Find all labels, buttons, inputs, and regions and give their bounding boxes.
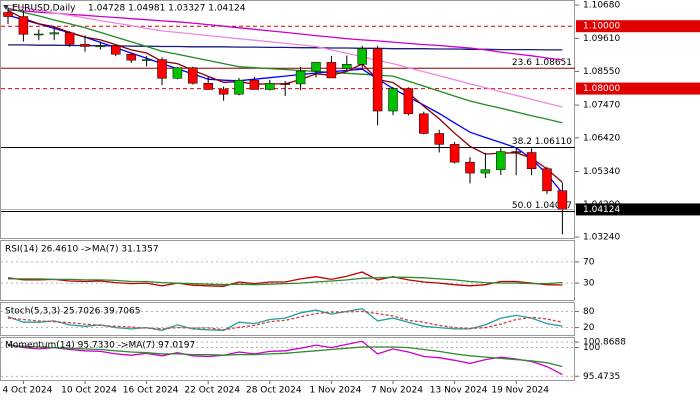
y-tick-label: 80 (583, 307, 595, 317)
indicator-line (7, 14, 563, 194)
x-tick-label: 4 Oct 2024 (2, 386, 52, 396)
rsi-panel-frame (0, 240, 575, 301)
x-tick-label: 28 Oct 2024 (246, 386, 302, 396)
candle-body (172, 67, 183, 79)
candle-body (326, 62, 337, 79)
level-label: 1.08000 (583, 84, 620, 94)
y-tick-label: 70 (583, 257, 595, 267)
candle-body (311, 62, 321, 72)
candle-body (111, 45, 121, 55)
y-tick-label: 1.06420 (583, 133, 620, 143)
level-label: 50.0 1.04057 (512, 201, 572, 211)
y-tick-label: 100 (583, 343, 600, 353)
candle-body (526, 152, 537, 169)
candle-body (157, 59, 167, 79)
candle-body (18, 16, 29, 35)
last-price-badge (576, 203, 700, 216)
candle-body (234, 79, 244, 95)
indicator-line (7, 310, 563, 331)
level-label: 38.2 1.06110 (512, 137, 572, 147)
x-tick-label: 22 Oct 2024 (184, 386, 240, 396)
candle-body (480, 169, 491, 174)
chart-subtitle: 1.04728 1.04981 1.03327 1.04124 (88, 4, 246, 14)
y-tick-label: 30 (583, 279, 595, 289)
candle-body (49, 32, 59, 35)
candle-body (218, 89, 229, 95)
candle-body (64, 32, 75, 45)
candle-body (419, 113, 429, 134)
candle-body (188, 67, 198, 84)
last-price-label: 1.04124 (583, 205, 620, 215)
x-tick-label: 1 Nov 2024 (309, 386, 361, 396)
stoch-title: Stoch(5,3,3) 25.7026 39.7065 (5, 307, 140, 317)
x-tick-label: 19 Nov 2024 (491, 386, 549, 396)
rsi-title: RSI(14) 26.4610 ->MA(7) 31.1357 (5, 245, 159, 255)
candle-body (357, 48, 367, 65)
y-tick-label: 1.05340 (583, 167, 620, 177)
main-panel-frame (0, 0, 575, 239)
candle-body (372, 48, 383, 112)
y-tick-label: 1.08550 (583, 67, 620, 77)
level-badge (576, 82, 700, 95)
y-tick-label: 100.8688 (583, 338, 626, 348)
candle-body (249, 79, 260, 90)
y-tick-label: 20 (583, 323, 595, 333)
indicator-line (7, 7, 563, 124)
x-tick-label: 13 Nov 2024 (430, 386, 488, 396)
y-tick-label: 1.09610 (583, 34, 620, 44)
indicator-line (7, 340, 563, 376)
candle-body (280, 83, 290, 85)
level-badge (576, 20, 700, 33)
candle-body (95, 45, 106, 48)
indicator-line (8, 276, 563, 286)
y-tick-label: 1.07470 (583, 101, 620, 111)
candle-body (403, 88, 414, 115)
candle-body (342, 63, 352, 69)
stoch-panel-frame (0, 302, 575, 336)
level-label: 1.10000 (583, 22, 620, 32)
indicator-line (7, 10, 563, 183)
candle-body (557, 190, 568, 210)
momentum-title: Momentum(14) 95.7330 ->MA(7) 97.0197 (5, 341, 195, 351)
candle-body (3, 12, 13, 17)
candle-body (496, 151, 506, 170)
candle-body (388, 88, 398, 112)
candle-body (434, 133, 444, 145)
indicator-line (7, 4, 563, 108)
indicator-line (7, 271, 563, 287)
indicator-line (7, 9, 563, 61)
y-tick-label: 95.4735 (583, 372, 620, 382)
candle-body (126, 54, 136, 61)
candle-body (265, 83, 275, 90)
symbol-icon (3, 5, 9, 10)
indicator-line (7, 345, 563, 368)
momentum-panel-frame (0, 337, 575, 381)
candle-body (511, 151, 521, 153)
x-tick-label: 16 Oct 2024 (123, 386, 179, 396)
y-tick-label: 1.10680 (583, 1, 620, 11)
candle-body (34, 33, 44, 36)
candle-body (542, 168, 552, 192)
chart-title: EURUSD,Daily (12, 4, 76, 14)
candle-body (465, 161, 475, 174)
y-tick-label: 1.03240 (583, 233, 620, 243)
x-tick-label: 10 Oct 2024 (61, 386, 117, 396)
candle-body (449, 144, 460, 163)
level-label: 23.6 1.08651 (512, 58, 572, 68)
candle-body (203, 83, 213, 90)
candle-body (295, 70, 306, 85)
candle-body (80, 44, 90, 47)
candle-body (141, 59, 152, 61)
x-tick-label: 7 Nov 2024 (371, 386, 423, 396)
